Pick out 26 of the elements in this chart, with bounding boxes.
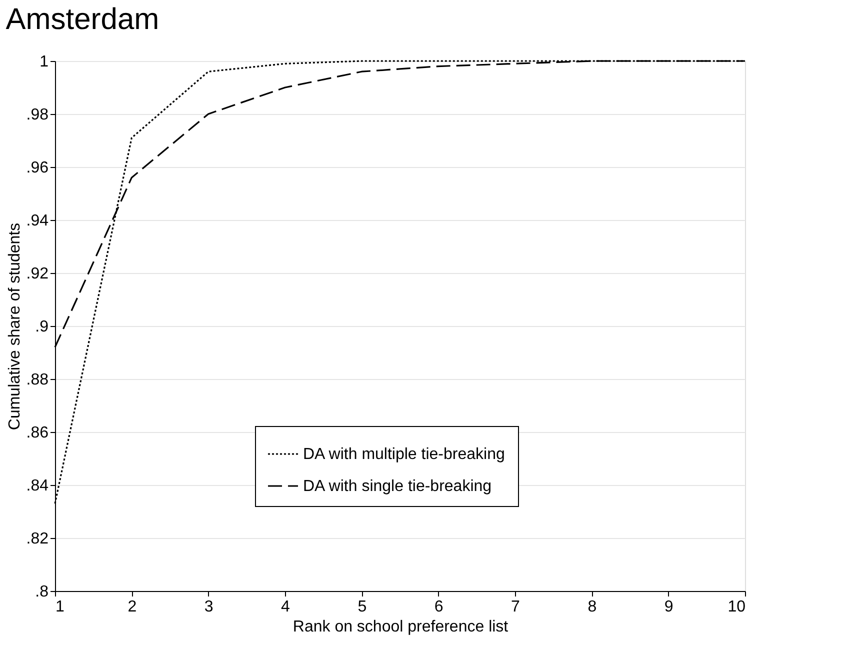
x-tick-label: 7: [511, 598, 520, 616]
chart-title: Amsterdam: [6, 3, 160, 36]
legend-label: DA with single tie-breaking: [303, 478, 492, 495]
y-tick-label: .86: [26, 424, 49, 442]
x-tick-label: 4: [281, 598, 290, 616]
y-tick-label: .94: [26, 212, 49, 230]
legend-label: DA with multiple tie-breaking: [303, 446, 505, 463]
y-tick-label: .9: [35, 318, 49, 336]
y-tick-label: .84: [26, 478, 49, 494]
y-tick-label: .98: [26, 106, 49, 124]
y-tick-label: .88: [26, 372, 49, 388]
x-tick-label: 6: [434, 598, 444, 616]
x-tick-label: 1: [56, 598, 64, 616]
y-tick-label: 1: [40, 54, 49, 70]
x-tick-label: 5: [358, 598, 367, 616]
y-tick-label: .82: [26, 530, 49, 548]
x-tick-label: 8: [588, 598, 597, 616]
y-tick-label: .8: [35, 584, 49, 600]
x-tick-label: 3: [204, 598, 214, 616]
y-axis-title: Cumulative share of students: [6, 222, 24, 430]
x-tick-label: 9: [664, 598, 674, 616]
x-tick-label: 2: [128, 598, 137, 616]
y-tick-label: .96: [26, 160, 49, 176]
x-axis-title: Rank on school preference list: [292, 618, 509, 636]
y-tick-label: .92: [26, 266, 49, 282]
x-tick-label: 10: [728, 598, 746, 616]
